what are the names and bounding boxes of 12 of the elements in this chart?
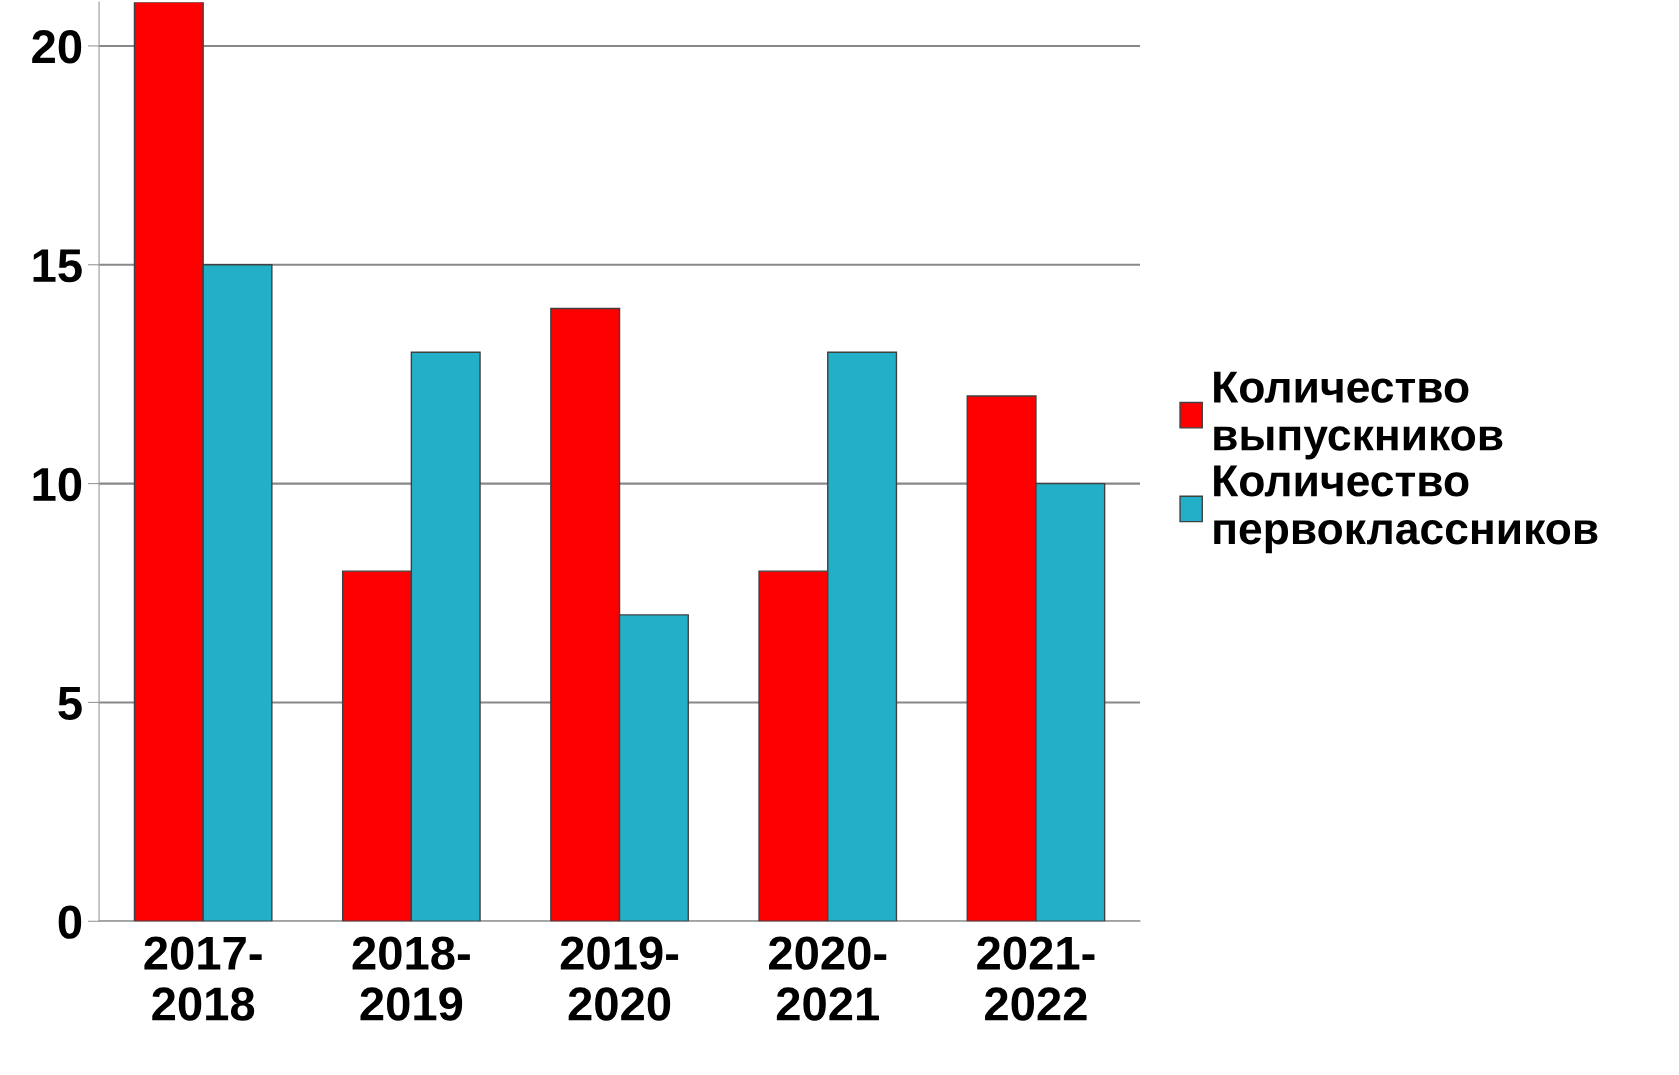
legend-label: Количество выпускников	[1214, 371, 1503, 460]
y-tick-label: 5	[58, 687, 82, 721]
legend-label: Количество первоклассников	[1214, 465, 1598, 554]
x-tick-label: 2019- 2020	[560, 936, 679, 1021]
x-tick-label: 2018- 2019	[352, 936, 470, 1021]
x-tick-label: 2021- 2022	[977, 936, 1095, 1021]
y-tick-label: 15	[33, 249, 82, 283]
y-tick-label: 10	[33, 467, 82, 502]
y-tick-label: 20	[32, 30, 82, 64]
y-tick-label: 0	[58, 905, 82, 939]
x-tick-label: 2017- 2018	[144, 936, 262, 1021]
x-tick-label: 2020- 2021	[769, 936, 887, 1021]
